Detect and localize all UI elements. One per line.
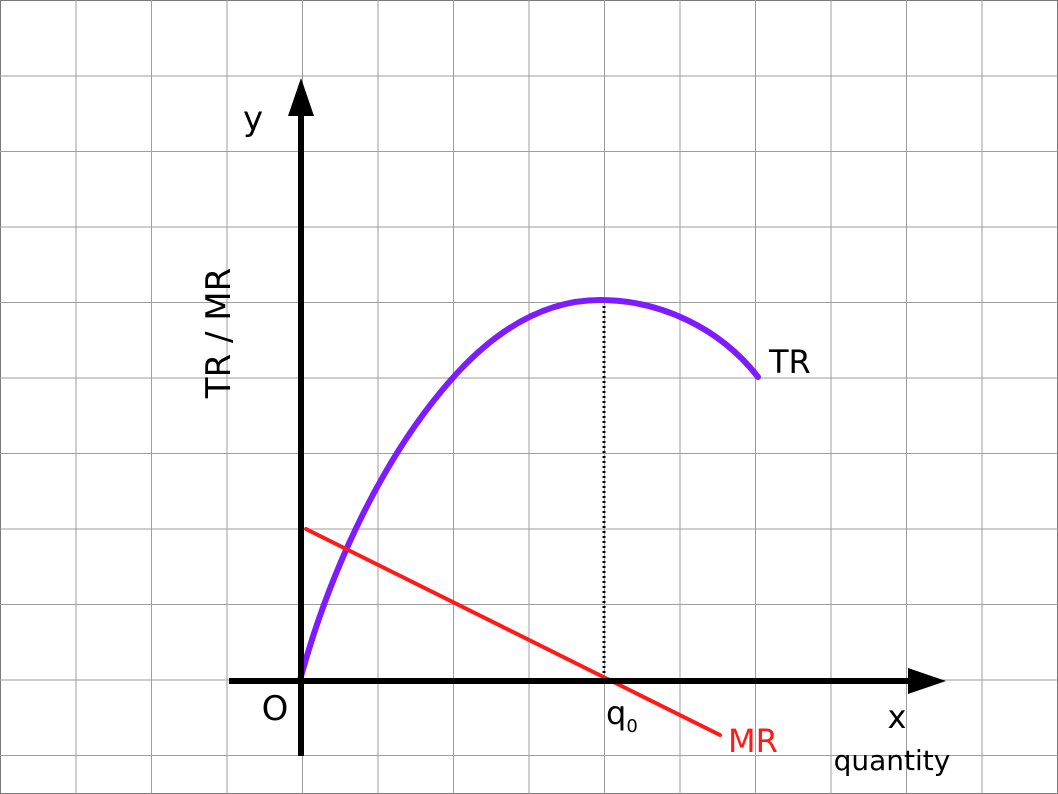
q0-label: q0	[606, 694, 638, 737]
x-axis-arrow	[908, 668, 946, 694]
x-axis-label: x	[888, 698, 907, 736]
y-axis-arrow	[288, 78, 314, 116]
q-letter: q	[606, 694, 626, 732]
q-subscript: 0	[626, 716, 637, 737]
y-axis-label: y	[243, 99, 263, 139]
mr-label: MR	[728, 722, 778, 760]
mr-line	[304, 527, 722, 737]
origin-label: O	[262, 689, 289, 729]
x-axis-title: quantity	[834, 744, 951, 777]
y-axis-title: TR / MR	[199, 268, 239, 399]
tr-label: TR	[768, 343, 811, 381]
tr-curve	[297, 296, 761, 683]
